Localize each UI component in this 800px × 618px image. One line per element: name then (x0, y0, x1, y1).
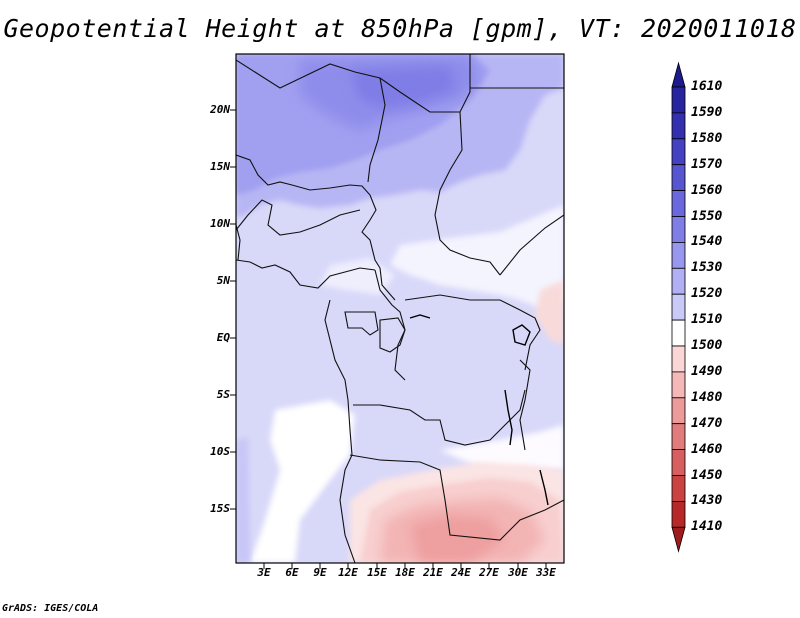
border-angola-zambia (349, 454, 564, 541)
chart-title: Geopotential Height at 850hPa [gpm], VT:… (3, 14, 797, 43)
colorbar-segment (671, 371, 686, 399)
colorbar-label: 1460 (691, 441, 723, 457)
border-cameroon-car (374, 269, 406, 381)
colorbar-segment (671, 241, 686, 269)
river-congo (409, 314, 431, 319)
colorbar-label: 1550 (691, 208, 723, 224)
field-band-1480 (410, 515, 505, 563)
lat-label: 20N (210, 103, 230, 116)
colorbar-segment (671, 112, 686, 140)
colorbar (671, 61, 686, 553)
border-north-saharan (236, 54, 471, 113)
colorbar-label: 1490 (691, 363, 723, 379)
border-sahel (236, 154, 396, 301)
colorbar-segment (671, 190, 686, 217)
colorbar-bottom-arrow (671, 526, 686, 553)
colorbar-label: 1430 (691, 493, 723, 509)
lake-victoria (512, 324, 531, 346)
coastlines-and-borders (236, 54, 564, 563)
colorbar-segment (671, 319, 686, 347)
colorbar-segment (671, 500, 686, 528)
colorbar-segment (671, 267, 686, 295)
lon-label: 27E (479, 566, 499, 579)
border-gabon (379, 317, 406, 353)
colorbar-segment (671, 475, 686, 502)
lake-malawi (539, 469, 549, 506)
border-guinea (236, 224, 241, 261)
colorbar-segment (671, 216, 686, 243)
coastline-gulf-of-guinea (236, 259, 376, 289)
colorbar-label: 1410 (691, 519, 723, 535)
lat-label: 5S (216, 388, 230, 401)
lat-label: 10S (210, 445, 230, 458)
colorbar-label: 1610 (691, 79, 723, 94)
lat-label: EQ (216, 331, 230, 344)
lat-label: 10N (210, 217, 230, 230)
border-niger-chad (367, 77, 386, 183)
grads-credit: GrADS: IGES/COLA (2, 603, 99, 614)
field-white-south (440, 425, 564, 470)
lon-label: 3E (257, 566, 271, 579)
field-core-1550 (350, 66, 455, 108)
colorbar-label: 1450 (691, 467, 723, 483)
map-border (235, 53, 565, 564)
field-white-gulf (320, 258, 395, 295)
border-chad-sudan (434, 111, 501, 276)
field-white-angola-coast (250, 400, 355, 563)
lon-label: 33E (536, 566, 556, 579)
lat-label: 5N (216, 274, 230, 287)
colorbar-segment (671, 86, 686, 114)
field-white-central (390, 205, 564, 310)
colorbar-label: 1520 (691, 286, 723, 302)
coastline-atlantic (324, 299, 356, 563)
lake-tanganyika (504, 389, 513, 446)
border-great-lakes (519, 359, 531, 451)
lon-label: 18E (395, 566, 415, 579)
colorbar-label: 1510 (691, 312, 723, 328)
border-equatorial-guinea (344, 311, 379, 336)
border-drc-north (404, 294, 541, 371)
lat-ticks (230, 109, 236, 510)
colorbar-label: 1480 (691, 389, 723, 405)
lon-label: 24E (451, 566, 471, 579)
lon-label: 12E (338, 566, 358, 579)
colorbar-label: 1470 (691, 415, 723, 431)
colorbar-label: 1590 (691, 104, 723, 120)
colorbar-segment (671, 449, 686, 476)
colorbar-label: 1540 (691, 234, 723, 250)
border-west-africa (236, 199, 361, 236)
lon-label: 15E (367, 566, 387, 579)
colorbar-top-arrow (671, 61, 686, 88)
colorbar-segment (671, 293, 686, 321)
lon-label: 21E (423, 566, 443, 579)
lon-label: 30E (508, 566, 528, 579)
border-south-sudan (499, 214, 564, 276)
colorbar-segment (671, 345, 686, 373)
lat-label: 15S (210, 502, 230, 515)
lon-label: 6E (285, 566, 299, 579)
lon-ticks (263, 563, 547, 569)
colorbar-segment (671, 423, 686, 451)
field-pink-east (535, 280, 564, 345)
colorbar-segment (671, 138, 686, 166)
lakes (409, 314, 549, 506)
colorbar-segment (671, 397, 686, 425)
height-field (236, 54, 564, 563)
border-drc-south (353, 389, 526, 446)
colorbar-label: 1570 (691, 156, 723, 172)
field-band-west-edge (236, 438, 250, 563)
colorbar-label: 1580 (691, 130, 723, 146)
lat-label: 15N (210, 160, 230, 173)
colorbar-label: 1500 (691, 338, 723, 353)
lon-label: 9E (313, 566, 327, 579)
colorbar-label: 1560 (691, 182, 723, 198)
colorbar-segment (671, 164, 686, 191)
colorbar-label: 1530 (691, 260, 723, 276)
